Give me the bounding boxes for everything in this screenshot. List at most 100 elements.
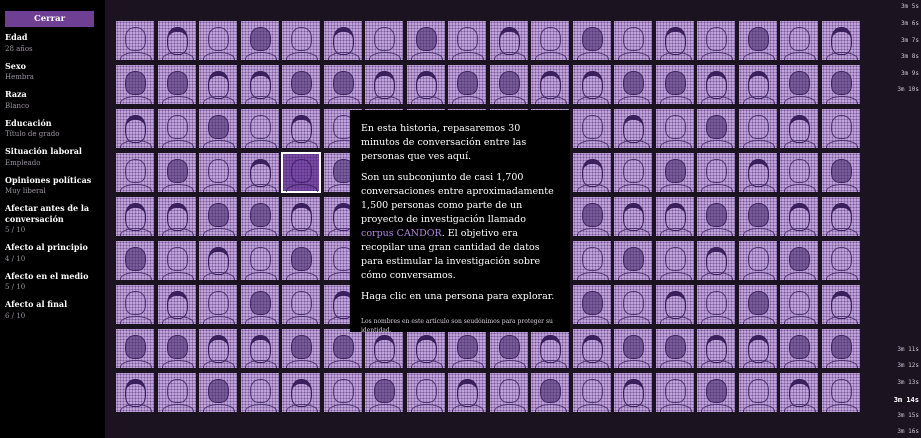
person-portrait[interactable] <box>739 21 777 60</box>
person-portrait[interactable] <box>822 329 860 368</box>
person-portrait[interactable] <box>158 285 196 324</box>
conversation-pair[interactable] <box>780 153 860 192</box>
conversation-pair[interactable] <box>365 373 445 412</box>
conversation-pair[interactable] <box>199 373 279 412</box>
person-portrait[interactable] <box>739 285 777 324</box>
person-portrait[interactable] <box>739 197 777 236</box>
person-portrait[interactable] <box>448 65 486 104</box>
person-portrait[interactable] <box>241 65 279 104</box>
person-portrait[interactable] <box>822 65 860 104</box>
conversation-pair[interactable] <box>116 329 196 368</box>
person-portrait[interactable] <box>365 65 403 104</box>
person-portrait[interactable] <box>780 241 818 280</box>
person-portrait[interactable] <box>199 153 237 192</box>
person-portrait[interactable] <box>158 373 196 412</box>
person-portrait[interactable] <box>241 153 279 192</box>
person-portrait[interactable] <box>365 329 403 368</box>
person-portrait[interactable] <box>282 109 320 148</box>
conversation-pair[interactable] <box>780 109 860 148</box>
person-portrait[interactable] <box>697 285 735 324</box>
person-portrait[interactable] <box>780 373 818 412</box>
conversation-pair[interactable] <box>116 373 196 412</box>
person-portrait[interactable] <box>365 373 403 412</box>
person-portrait[interactable] <box>573 109 611 148</box>
person-portrait[interactable] <box>158 21 196 60</box>
person-portrait[interactable] <box>573 197 611 236</box>
person-portrait[interactable] <box>116 373 154 412</box>
person-portrait[interactable] <box>614 197 652 236</box>
conversation-pair[interactable] <box>697 241 777 280</box>
conversation-pair[interactable] <box>531 65 611 104</box>
person-portrait[interactable] <box>324 373 362 412</box>
person-portrait[interactable] <box>407 373 445 412</box>
conversation-pair[interactable] <box>199 241 279 280</box>
candor-corpus-link[interactable]: corpus CANDOR <box>361 228 442 239</box>
person-portrait[interactable] <box>822 285 860 324</box>
conversation-pair[interactable] <box>116 153 196 192</box>
person-portrait[interactable] <box>116 153 154 192</box>
timeline-tick[interactable]: 3m 6s <box>900 20 919 27</box>
person-portrait[interactable] <box>656 65 694 104</box>
conversation-pair[interactable] <box>780 65 860 104</box>
person-portrait[interactable] <box>780 109 818 148</box>
conversation-pair[interactable] <box>282 21 362 60</box>
conversation-pair[interactable] <box>531 329 611 368</box>
conversation-pair[interactable] <box>116 65 196 104</box>
timeline-scrubber[interactable]: 3m 5s 3m 6s 3m 7s 3m 8s 3m 9s 3m 10s 3m 11s 3m … <box>881 0 921 438</box>
close-button[interactable]: Cerrar <box>5 11 94 27</box>
conversation-pair[interactable] <box>780 373 860 412</box>
person-portrait[interactable] <box>490 65 528 104</box>
person-portrait[interactable] <box>614 373 652 412</box>
person-portrait[interactable] <box>282 241 320 280</box>
person-portrait[interactable] <box>614 65 652 104</box>
person-portrait[interactable] <box>780 153 818 192</box>
person-portrait[interactable] <box>697 197 735 236</box>
person-portrait[interactable] <box>116 329 154 368</box>
conversation-pair[interactable] <box>614 109 694 148</box>
person-portrait[interactable] <box>573 65 611 104</box>
conversation-pair[interactable] <box>697 285 777 324</box>
person-portrait[interactable] <box>614 241 652 280</box>
person-portrait[interactable] <box>697 329 735 368</box>
conversation-pair[interactable] <box>282 329 362 368</box>
person-portrait[interactable] <box>199 197 237 236</box>
timeline-tick[interactable]: 3m 16s <box>897 428 919 435</box>
person-portrait[interactable] <box>116 109 154 148</box>
person-portrait[interactable] <box>241 329 279 368</box>
person-portrait[interactable] <box>407 21 445 60</box>
conversation-pair[interactable] <box>697 197 777 236</box>
person-portrait[interactable] <box>241 373 279 412</box>
person-portrait[interactable] <box>199 109 237 148</box>
conversation-pair[interactable] <box>199 65 279 104</box>
person-portrait[interactable] <box>199 285 237 324</box>
person-portrait[interactable] <box>531 21 569 60</box>
conversation-pair[interactable] <box>531 373 611 412</box>
conversation-pair[interactable] <box>614 329 694 368</box>
person-portrait[interactable] <box>282 329 320 368</box>
conversation-pair[interactable] <box>365 65 445 104</box>
person-portrait[interactable] <box>656 329 694 368</box>
person-portrait[interactable] <box>324 329 362 368</box>
person-portrait[interactable] <box>697 65 735 104</box>
conversation-pair[interactable] <box>614 21 694 60</box>
conversation-pair[interactable] <box>697 109 777 148</box>
person-portrait[interactable] <box>241 241 279 280</box>
person-portrait[interactable] <box>656 285 694 324</box>
conversation-pair[interactable] <box>780 329 860 368</box>
person-portrait[interactable] <box>656 241 694 280</box>
person-portrait[interactable] <box>739 153 777 192</box>
person-portrait[interactable] <box>780 65 818 104</box>
person-portrait[interactable] <box>158 153 196 192</box>
person-portrait[interactable] <box>448 329 486 368</box>
timeline-tick[interactable]: 3m 9s <box>900 70 919 77</box>
conversation-pair[interactable] <box>448 65 528 104</box>
conversation-pair[interactable] <box>116 285 196 324</box>
person-portrait[interactable] <box>282 197 320 236</box>
person-portrait[interactable] <box>697 109 735 148</box>
person-portrait[interactable] <box>822 241 860 280</box>
conversation-pair[interactable] <box>199 109 279 148</box>
person-portrait[interactable] <box>614 285 652 324</box>
conversation-pair[interactable] <box>614 153 694 192</box>
conversation-pair[interactable] <box>116 241 196 280</box>
person-portrait[interactable] <box>739 329 777 368</box>
